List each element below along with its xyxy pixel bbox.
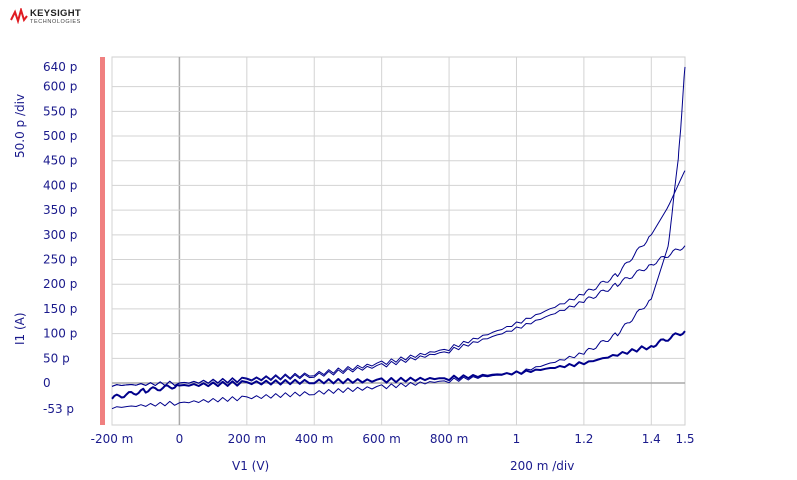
y-tick-label: 50 p [43, 351, 70, 365]
y-tick-labels: 640 p 600 p 550 p 500 p 450 p 400 p 350 p 300 p… [43, 60, 77, 416]
x-tick-label: 1 [513, 432, 521, 446]
y-axis-label: I1 (A) [13, 312, 27, 345]
y-tick-label: 300 p [43, 228, 77, 242]
y-tick-label: 600 p [43, 80, 77, 94]
y-tick-label: 150 p [43, 302, 77, 316]
x-axis-label: V1 (V) [232, 459, 269, 473]
traces [111, 66, 686, 410]
x-tick-label: 200 m [228, 432, 266, 446]
y-tick-label: 350 p [43, 203, 77, 217]
x-tick-label: 600 m [362, 432, 400, 446]
iv-trace [111, 66, 686, 410]
y-axis-bar [100, 57, 105, 425]
brand-name: KEYSIGHT [30, 8, 81, 19]
x-tick-label: 0 [176, 432, 184, 446]
y-tick-label: 100 p [43, 327, 77, 341]
y-tick-label: 550 p [43, 104, 77, 118]
y-tick-label: 250 p [43, 253, 77, 267]
brand-sub: TECHNOLOGIES [30, 19, 81, 25]
y-tick-label: 0 [43, 376, 51, 390]
x-tick-label: 1.4 [642, 432, 661, 446]
keysight-logo: KEYSIGHT TECHNOLOGIES [10, 6, 100, 30]
x-tick-label: 400 m [295, 432, 333, 446]
x-tick-labels: -200 m 0 200 m 400 m 600 m 800 m 1 1.2 1.4 1.5 [91, 432, 695, 446]
x-tick-label: 1.5 [675, 432, 694, 446]
y-tick-label: 200 p [43, 277, 77, 291]
iv-trace [111, 245, 686, 387]
iv-trace [111, 330, 686, 400]
keysight-wave-icon [10, 8, 28, 24]
y-tick-label: 400 p [43, 178, 77, 192]
x-tick-label: 800 m [430, 432, 468, 446]
grid [111, 56, 686, 426]
y-tick-label: 640 p [43, 60, 77, 74]
y-tick-label: 500 p [43, 129, 77, 143]
plot-area [111, 56, 686, 426]
x-tick-label: 1.2 [574, 432, 593, 446]
y-div-label: 50.0 p /div [13, 94, 27, 158]
x-div-label: 200 m /div [510, 459, 574, 473]
y-tick-label: 450 p [43, 154, 77, 168]
y-tick-label: -53 p [43, 402, 74, 416]
x-tick-label: -200 m [91, 432, 134, 446]
iv-trace [111, 170, 686, 387]
